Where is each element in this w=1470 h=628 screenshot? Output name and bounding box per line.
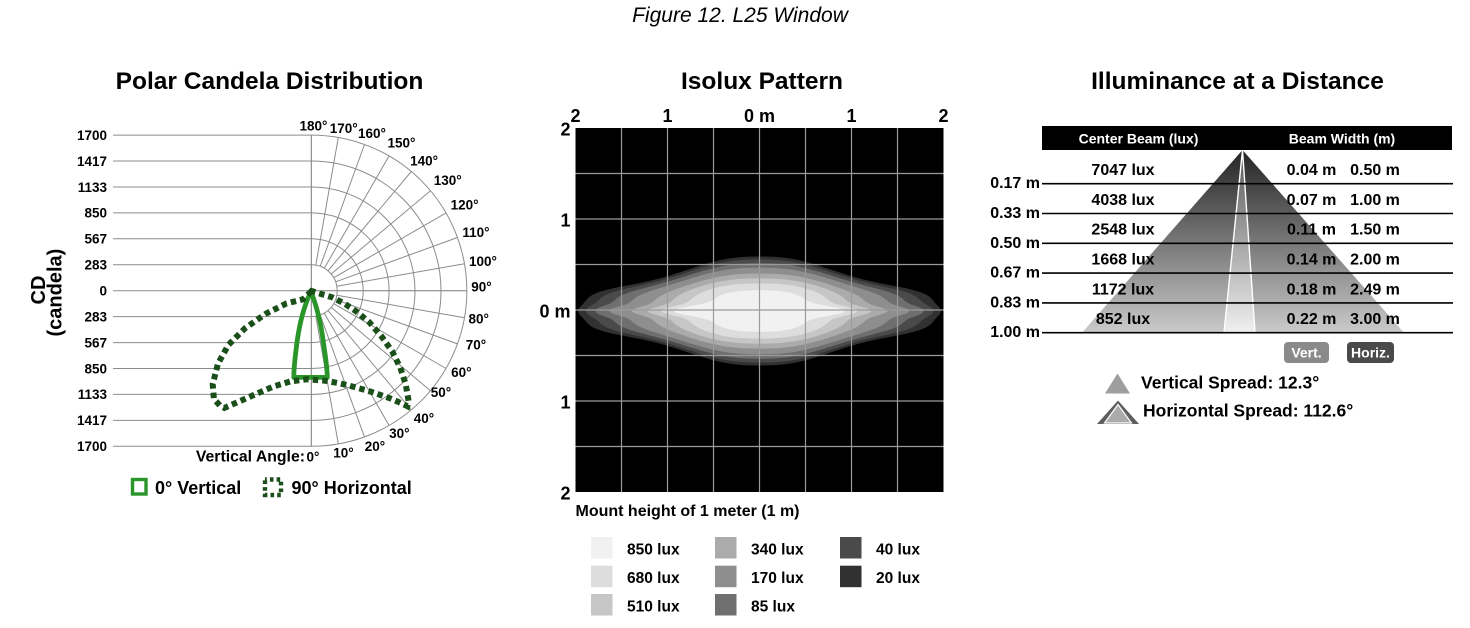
svg-text:90° Horizontal: 90° Horizontal — [292, 478, 412, 498]
svg-text:0 m: 0 m — [539, 302, 570, 322]
svg-text:850 lux: 850 lux — [627, 542, 680, 559]
svg-text:70°: 70° — [466, 337, 486, 352]
svg-text:1.00 m: 1.00 m — [990, 324, 1040, 341]
svg-text:1: 1 — [560, 393, 570, 413]
svg-text:CD: CD — [28, 276, 50, 305]
svg-text:Mount height of 1 meter (1 m): Mount height of 1 meter (1 m) — [576, 503, 800, 520]
svg-text:50°: 50° — [431, 385, 451, 400]
svg-text:(candela): (candela) — [45, 249, 67, 337]
svg-text:Center Beam (lux): Center Beam (lux) — [1079, 131, 1199, 147]
svg-text:140°: 140° — [410, 154, 438, 169]
svg-text:2.49 m: 2.49 m — [1350, 281, 1400, 298]
svg-text:80°: 80° — [468, 312, 488, 327]
svg-text:180°: 180° — [300, 119, 328, 134]
svg-text:2.00 m: 2.00 m — [1350, 252, 1400, 269]
svg-text:85 lux: 85 lux — [751, 599, 795, 616]
svg-text:Horizontal Spread: 112.6°: Horizontal Spread: 112.6° — [1143, 401, 1353, 421]
svg-text:0.50 m: 0.50 m — [990, 235, 1040, 252]
svg-text:680 lux: 680 lux — [627, 570, 680, 587]
svg-text:4038 lux: 4038 lux — [1091, 192, 1154, 209]
svg-text:0.07 m: 0.07 m — [1287, 192, 1337, 209]
svg-text:170 lux: 170 lux — [751, 570, 804, 587]
svg-text:567: 567 — [84, 232, 107, 247]
svg-text:Vertical Angle:: Vertical Angle: — [196, 449, 305, 466]
svg-text:2: 2 — [938, 106, 948, 126]
svg-text:0.04 m: 0.04 m — [1287, 162, 1337, 179]
svg-text:1172 lux: 1172 lux — [1092, 281, 1154, 298]
svg-text:Illuminance at a Distance: Illuminance at a Distance — [1091, 68, 1384, 95]
svg-text:3.00 m: 3.00 m — [1350, 311, 1400, 328]
svg-text:0°: 0° — [307, 449, 320, 464]
svg-text:7047 lux: 7047 lux — [1091, 162, 1154, 179]
svg-text:1133: 1133 — [78, 387, 108, 402]
svg-text:2: 2 — [560, 484, 570, 504]
svg-text:283: 283 — [84, 309, 107, 324]
svg-text:1: 1 — [662, 106, 672, 126]
svg-text:1417: 1417 — [77, 413, 107, 428]
svg-text:30°: 30° — [389, 426, 409, 441]
svg-text:2: 2 — [560, 120, 570, 140]
svg-text:1: 1 — [846, 106, 856, 126]
svg-text:130°: 130° — [434, 173, 462, 188]
svg-text:0.11 m: 0.11 m — [1287, 222, 1336, 239]
svg-text:20°: 20° — [365, 439, 385, 454]
svg-text:0.33 m: 0.33 m — [990, 205, 1040, 222]
svg-text:Vert.: Vert. — [1291, 345, 1321, 361]
svg-text:1133: 1133 — [78, 180, 108, 195]
svg-text:0 m: 0 m — [744, 106, 775, 126]
svg-text:40 lux: 40 lux — [876, 542, 920, 559]
svg-text:Polar Candela Distribution: Polar Candela Distribution — [116, 68, 424, 95]
svg-text:850: 850 — [84, 206, 107, 221]
svg-text:283: 283 — [84, 258, 107, 273]
svg-text:150°: 150° — [388, 136, 416, 151]
svg-text:0.14 m: 0.14 m — [1287, 252, 1337, 269]
svg-text:0.67 m: 0.67 m — [990, 265, 1040, 282]
svg-text:1668 lux: 1668 lux — [1091, 252, 1154, 269]
svg-text:1417: 1417 — [77, 154, 107, 169]
svg-text:120°: 120° — [451, 197, 479, 212]
svg-text:0.50 m: 0.50 m — [1350, 162, 1400, 179]
svg-text:2: 2 — [570, 106, 580, 126]
svg-text:170°: 170° — [330, 121, 358, 136]
svg-text:510 lux: 510 lux — [627, 599, 680, 616]
svg-text:0.22 m: 0.22 m — [1287, 311, 1337, 328]
svg-text:850: 850 — [84, 361, 107, 376]
svg-text:0.18 m: 0.18 m — [1287, 281, 1337, 298]
svg-text:0: 0 — [99, 284, 107, 299]
svg-text:1.00 m: 1.00 m — [1350, 192, 1400, 209]
svg-text:Beam Width (m): Beam Width (m) — [1289, 131, 1395, 147]
svg-text:90°: 90° — [471, 280, 491, 295]
svg-text:2548 lux: 2548 lux — [1091, 222, 1154, 239]
svg-text:100°: 100° — [469, 254, 497, 269]
svg-text:10°: 10° — [333, 445, 353, 460]
svg-text:1700: 1700 — [77, 439, 107, 454]
svg-text:160°: 160° — [358, 126, 386, 141]
svg-text:0.83 m: 0.83 m — [990, 294, 1040, 311]
svg-text:340 lux: 340 lux — [751, 542, 804, 559]
svg-text:Vertical Spread: 12.3°: Vertical Spread: 12.3° — [1141, 373, 1319, 393]
svg-text:110°: 110° — [462, 225, 489, 240]
svg-text:852 lux: 852 lux — [1096, 311, 1150, 328]
svg-text:0.17 m: 0.17 m — [990, 175, 1040, 192]
svg-text:40°: 40° — [414, 411, 434, 426]
svg-text:1700: 1700 — [77, 128, 107, 143]
svg-text:1: 1 — [560, 211, 570, 231]
svg-text:567: 567 — [84, 335, 107, 350]
svg-text:20 lux: 20 lux — [876, 570, 920, 587]
svg-text:0° Vertical: 0° Vertical — [155, 478, 241, 498]
svg-text:Horiz.: Horiz. — [1351, 345, 1390, 361]
svg-text:60°: 60° — [451, 365, 471, 380]
svg-text:Isolux Pattern: Isolux Pattern — [681, 68, 843, 95]
svg-text:1.50 m: 1.50 m — [1350, 222, 1400, 239]
